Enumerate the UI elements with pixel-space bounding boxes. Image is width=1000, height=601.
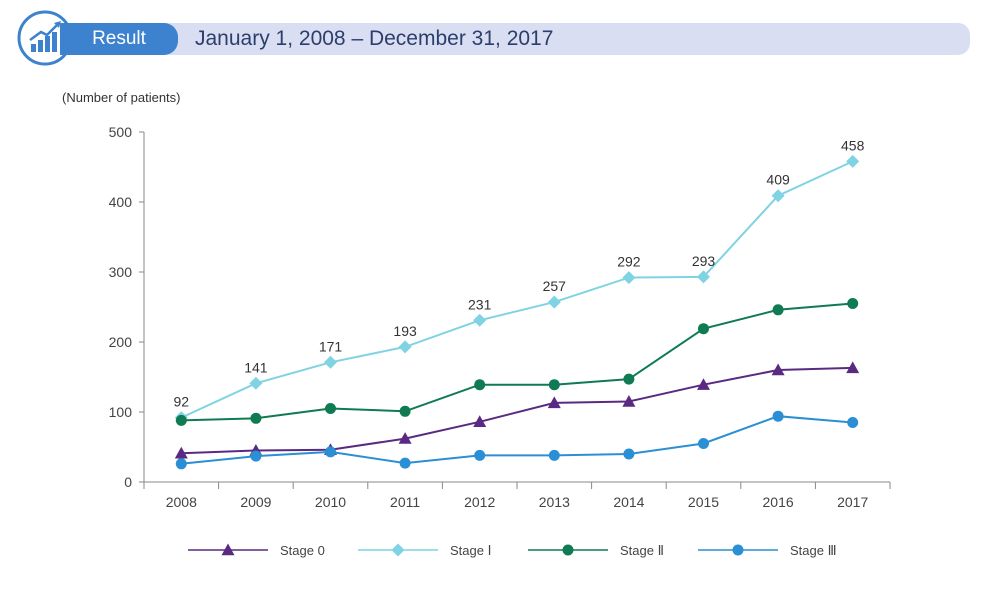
y-tick-label: 500 xyxy=(109,124,133,140)
legend-label: Stage Ⅰ xyxy=(450,543,491,558)
data-point xyxy=(846,154,860,168)
x-tick-label: 2008 xyxy=(166,494,197,510)
series-2 xyxy=(175,298,859,426)
data-point xyxy=(473,313,487,327)
legend-marker xyxy=(562,544,574,556)
x-tick-label: 2010 xyxy=(315,494,346,510)
data-point xyxy=(250,412,262,424)
data-point xyxy=(250,450,262,462)
result-tab: Result xyxy=(60,23,178,55)
legend-label: Stage Ⅲ xyxy=(790,543,837,558)
data-point xyxy=(771,189,785,203)
y-axis-unit-label: (Number of patients) xyxy=(62,90,181,105)
data-point xyxy=(697,378,710,390)
x-tick-label: 2016 xyxy=(763,494,794,510)
legend-item: Stage Ⅰ xyxy=(358,543,491,558)
x-tick-label: 2017 xyxy=(837,494,868,510)
series-line xyxy=(181,415,853,465)
x-tick-label: 2015 xyxy=(688,494,719,510)
series-layer xyxy=(174,154,860,470)
y-tick-label: 300 xyxy=(109,264,133,280)
legend-marker xyxy=(391,543,405,557)
header: Result January 1, 2008 – December 31, 20… xyxy=(0,0,1000,80)
data-point xyxy=(623,448,635,460)
x-tick-label: 2012 xyxy=(464,494,495,510)
data-point xyxy=(474,379,486,391)
data-point xyxy=(398,340,412,354)
x-tick-label: 2011 xyxy=(390,494,420,510)
data-point xyxy=(547,396,561,409)
data-point xyxy=(698,438,709,449)
data-point xyxy=(548,379,560,391)
x-tick-label: 2009 xyxy=(240,494,271,510)
axes: 0 100 200 300 400 500 2008 2009 2010 2011 2012 2013… xyxy=(109,124,891,510)
data-point xyxy=(399,405,411,417)
data-point xyxy=(622,395,636,407)
data-point xyxy=(175,414,187,426)
data-labels: 92 141 171 193 231 257 292 293 409 458 xyxy=(174,137,865,409)
data-label: 409 xyxy=(766,172,790,188)
data-point xyxy=(249,376,263,390)
series-1 xyxy=(174,154,860,425)
y-tick-label: 100 xyxy=(109,404,133,420)
series-line xyxy=(181,302,853,422)
data-point xyxy=(847,417,859,428)
legend-item: Stage Ⅲ xyxy=(698,543,837,558)
data-point xyxy=(325,403,336,414)
data-point xyxy=(771,363,785,376)
data-point xyxy=(623,373,635,385)
legend-marker xyxy=(732,544,744,556)
data-label: 193 xyxy=(393,323,417,339)
header-bar xyxy=(48,23,970,55)
data-label: 292 xyxy=(617,254,641,270)
data-label: 141 xyxy=(244,359,268,375)
data-point xyxy=(772,304,784,316)
y-tick-label: 400 xyxy=(109,194,133,210)
legend-label: Stage 0 xyxy=(280,543,325,558)
data-point xyxy=(174,446,188,459)
legend-item: Stage Ⅱ xyxy=(528,543,664,558)
series-line xyxy=(181,366,853,455)
data-point xyxy=(473,415,487,427)
data-label: 171 xyxy=(319,338,343,354)
x-tick-label: 2013 xyxy=(539,494,570,510)
patients-line-chart: (Number of patients) 0 100 200 300 400 500 200… xyxy=(62,90,891,558)
data-point xyxy=(697,270,710,284)
series-0 xyxy=(174,361,860,459)
data-label: 293 xyxy=(692,253,716,269)
data-point xyxy=(325,446,336,458)
data-point xyxy=(175,458,187,470)
legend-marker xyxy=(221,543,235,556)
data-label: 92 xyxy=(174,394,190,410)
legend: Stage 0 Stage Ⅰ Stage Ⅱ Stage Ⅲ xyxy=(188,543,837,558)
data-point xyxy=(846,361,860,374)
y-tick-label: 0 xyxy=(124,474,132,490)
data-label: 458 xyxy=(841,137,865,153)
data-point xyxy=(847,298,859,309)
data-point xyxy=(324,355,337,369)
data-label: 257 xyxy=(543,278,567,294)
data-point xyxy=(398,432,412,444)
series-line xyxy=(180,160,854,419)
legend-item: Stage 0 xyxy=(188,543,325,558)
data-label: 231 xyxy=(468,296,492,312)
data-point xyxy=(698,323,709,335)
data-point xyxy=(474,449,486,461)
data-point xyxy=(622,271,636,285)
legend-label: Stage Ⅱ xyxy=(620,543,664,558)
data-point xyxy=(772,410,784,422)
y-tick-label: 200 xyxy=(109,334,133,350)
series-3 xyxy=(175,410,859,470)
date-range: January 1, 2008 – December 31, 2017 xyxy=(195,27,554,50)
data-point xyxy=(399,457,411,469)
data-point xyxy=(548,449,560,461)
data-point xyxy=(547,295,561,309)
x-tick-label: 2014 xyxy=(613,494,644,510)
